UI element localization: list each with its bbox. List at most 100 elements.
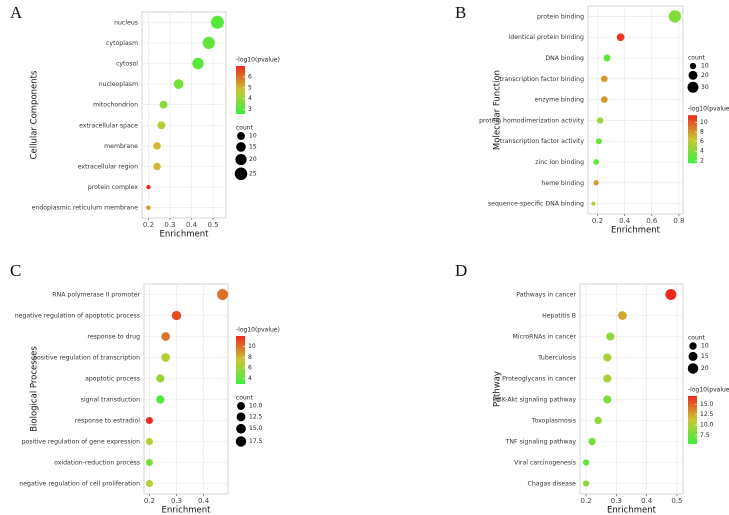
y-axis-title: Cellular Components	[30, 70, 40, 159]
x-tick-label: 0.2	[580, 497, 591, 505]
category-label: Viral carcinogenesis	[514, 460, 576, 467]
size-key	[687, 363, 699, 374]
color-tick-label: 4	[248, 375, 252, 382]
x-tick-label: 0.4	[619, 217, 631, 225]
color-bar	[688, 115, 697, 164]
x-tick-label: 0.4	[186, 221, 198, 229]
color-bar	[236, 336, 245, 384]
bubble	[145, 479, 153, 488]
bubble	[603, 54, 611, 62]
color-tick-label: 4	[248, 95, 252, 102]
size-key-label: 12.5	[249, 413, 263, 420]
color-tick-label: 5	[248, 84, 252, 91]
category-label: apoptotic process	[85, 376, 140, 383]
bubble	[161, 353, 171, 362]
size-legend-title: count	[688, 55, 706, 62]
color-tick-label: 10.0	[700, 422, 714, 429]
category-label: heme binding	[541, 180, 584, 187]
color-bar	[236, 66, 245, 114]
color-bar	[688, 395, 697, 444]
size-key	[689, 342, 697, 350]
size-key	[688, 351, 698, 361]
y-axis-title: Molecular Function	[493, 70, 503, 150]
bubble	[153, 142, 161, 150]
category-label: Pathways in cancer	[516, 292, 576, 299]
panel-label: C	[10, 261, 21, 280]
color-tick-label: 3	[248, 106, 252, 113]
panel-label: B	[455, 3, 466, 22]
bubble	[146, 205, 151, 210]
bubble	[600, 96, 608, 103]
category-label: transcription factor binding	[500, 76, 585, 83]
bubble	[157, 121, 166, 130]
category-label: protein complex	[88, 184, 139, 191]
category-label: extracellular region	[78, 164, 138, 171]
size-key	[687, 81, 699, 93]
x-axis-title: Enrichment	[160, 230, 210, 240]
plot-area	[587, 5, 684, 215]
color-tick-label: 2	[700, 157, 704, 164]
bubble	[591, 201, 596, 206]
bubble	[593, 159, 599, 165]
size-key	[236, 412, 246, 422]
size-key-label: 10.0	[249, 403, 263, 410]
color-tick-label: 8	[248, 354, 252, 361]
bubble	[668, 10, 682, 23]
category-label: protein binding	[537, 13, 584, 20]
size-key-label: 30	[701, 84, 709, 91]
x-tick-label: 0.3	[611, 497, 622, 505]
category-label: sequence-specific DNA binding	[488, 201, 584, 208]
category-label: cytosol	[116, 61, 138, 68]
size-key	[689, 62, 697, 70]
y-axis-title: Pathway	[493, 371, 503, 407]
color-tick-label: 8	[700, 129, 704, 136]
bubble	[145, 458, 153, 467]
x-tick-label: 0.2	[592, 217, 603, 225]
x-tick-label: 0.3	[171, 497, 182, 505]
bubble	[171, 310, 182, 321]
category-label: enzyme binding	[534, 97, 584, 104]
category-label: DNA binding	[545, 55, 584, 62]
category-label: endoplasmic reticulum membrane	[32, 205, 139, 212]
size-key-label: 15	[249, 143, 257, 150]
category-label: Chagas disease	[528, 481, 577, 488]
x-tick-label: 0.5	[671, 497, 682, 505]
size-key-label: 10	[701, 63, 709, 70]
size-key	[236, 423, 246, 434]
category-label: Proteoglycans in cancer	[502, 376, 576, 383]
category-label: transcription factor activity	[500, 138, 585, 145]
bubble	[603, 395, 612, 404]
plot-area	[143, 283, 229, 495]
x-tick-label: 0.5	[208, 221, 219, 229]
category-label: nucleus	[114, 19, 138, 26]
x-tick-label: 0.2	[143, 221, 154, 229]
bubble	[146, 184, 151, 190]
bubble	[159, 100, 168, 109]
size-key	[237, 402, 245, 410]
color-tick-label: 4	[700, 148, 704, 155]
bubble	[603, 374, 612, 383]
color-tick-label: 7.5	[700, 432, 710, 439]
bubble	[582, 480, 590, 487]
color-tick-label: 10	[248, 343, 256, 350]
size-key-label: 15.0	[249, 425, 263, 432]
bubble	[603, 353, 612, 362]
color-legend-title: -log10(pvalue)	[236, 327, 280, 334]
bubble	[156, 395, 165, 404]
color-legend-title: -log10(pvalue)	[236, 57, 280, 64]
color-tick-label: 10	[700, 119, 708, 126]
size-key-label: 25	[249, 170, 257, 177]
size-key	[688, 70, 698, 80]
category-label: PI3K-Akt signaling pathway	[492, 397, 576, 404]
category-label: TNF signaling pathway	[505, 439, 577, 446]
x-tick-label: 0.2	[144, 497, 155, 505]
category-label: MicroRNAs in cancer	[513, 334, 577, 341]
size-key-label: 10	[701, 343, 709, 350]
category-label: nucleoplasm	[99, 81, 138, 88]
category-label: negative regulation of apoptotic process	[15, 313, 140, 320]
bubble	[156, 374, 165, 383]
bubble	[173, 79, 184, 89]
y-axis-title: Biological Processes	[30, 346, 40, 432]
bubble	[217, 289, 229, 300]
category-label: membrane	[104, 143, 138, 150]
